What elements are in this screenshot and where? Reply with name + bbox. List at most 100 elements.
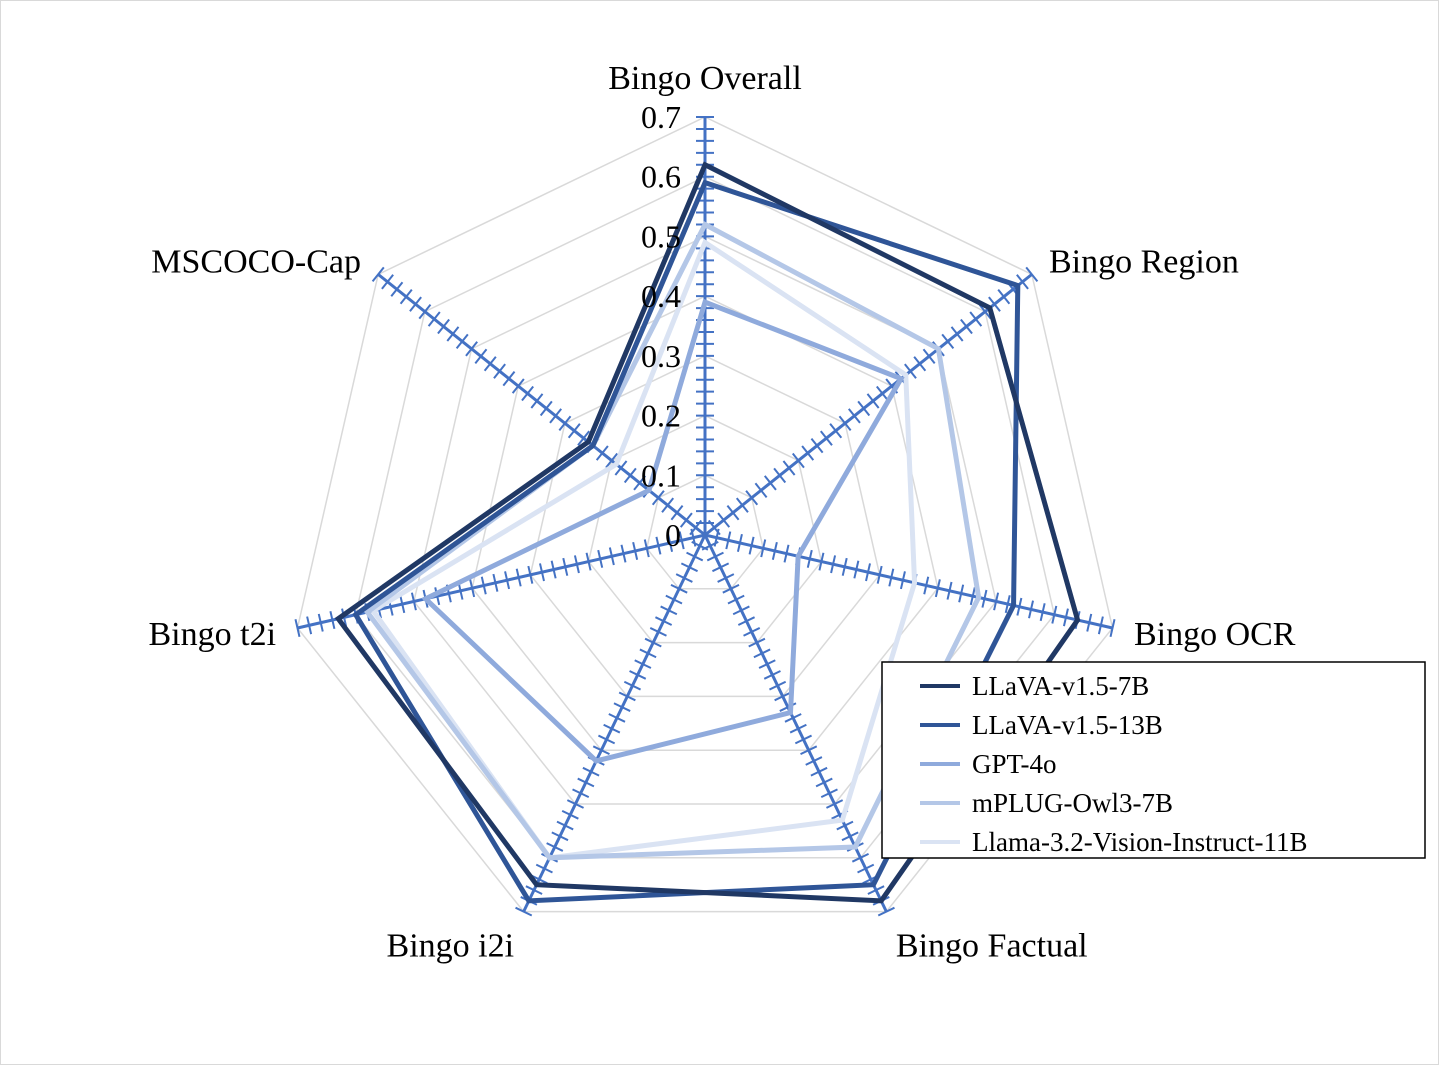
axis-tick [409, 296, 422, 312]
axis-tick [726, 505, 740, 521]
axis-tick [418, 303, 432, 320]
axis-tick [754, 482, 768, 498]
category-label-0: Bingo Overall [608, 60, 802, 97]
axis-tick [567, 423, 581, 439]
axis-4 [515, 534, 709, 917]
axis-tick [727, 594, 745, 605]
axis-tick [661, 497, 675, 513]
axis-tick [784, 713, 802, 723]
axis-tick [857, 400, 871, 417]
gridline-0.6 [354, 175, 1056, 859]
axis-tick [437, 318, 450, 335]
series-layer [334, 161, 1081, 904]
axis-tick [493, 363, 506, 379]
axis-tick [605, 452, 619, 469]
legend-item: Llama-3.2-Vision-Instruct-11B [920, 827, 1308, 857]
tick-label-0.3: 0.3 [641, 338, 681, 374]
series-LLaVA-v1.5-7B [334, 161, 1081, 904]
axis-tick [922, 348, 936, 364]
axis-tick [480, 576, 487, 595]
axis-tick [614, 460, 628, 476]
axis-tick [717, 573, 735, 583]
axis-tick [818, 552, 825, 571]
axis-tick [551, 831, 569, 842]
axis-tick [620, 544, 627, 563]
axis-tick [841, 557, 848, 576]
axis-tick [826, 799, 844, 809]
axis-layer [294, 116, 1116, 917]
axis-tick [618, 691, 636, 702]
axis-tick [399, 289, 413, 305]
axis-tick [655, 536, 662, 555]
axis-tick [670, 583, 688, 594]
axis-tick [774, 691, 792, 702]
axis-tick [539, 400, 553, 417]
axis-tick [1028, 600, 1034, 619]
axis-tick [941, 333, 955, 350]
axis-2 [704, 528, 1116, 638]
axis-tick [763, 670, 781, 680]
legend-box [881, 661, 1426, 859]
axis-tick [632, 541, 639, 560]
axis-tick [678, 531, 685, 550]
axis-tick [667, 533, 674, 552]
axis-tick [904, 363, 917, 379]
axis-tick [866, 393, 880, 409]
axis-tick [958, 584, 965, 603]
axis-tick [1062, 608, 1069, 627]
axis-tick [381, 274, 394, 290]
axis-tick [981, 589, 988, 608]
axis-tick [815, 777, 833, 788]
axis-tick [675, 573, 693, 583]
legend: LLaVA-v1.5-7B LLaVA-v1.5-13B GPT-4o mPLUG-O… [881, 661, 1426, 859]
category-label-6: MSCOCO-Cap [151, 244, 361, 281]
axis-tick [969, 311, 983, 327]
axis-tick [1025, 266, 1039, 283]
axis-tick [585, 552, 592, 571]
legend-item: LLaVA-v1.5-7B [920, 671, 1149, 701]
axis-tick [558, 415, 572, 431]
axis-tick [446, 326, 460, 342]
legend-item: mPLUG-Owl3-7B [920, 788, 1173, 818]
axis-tick [655, 616, 673, 626]
axis-tick [743, 627, 761, 637]
axis-tick [745, 490, 759, 506]
axis-tick [876, 385, 889, 402]
axis-tick [876, 565, 883, 584]
legend-label: Llama-3.2-Vision-Instruct-11B [972, 827, 1308, 857]
axis-tick [427, 311, 441, 327]
axis-tick [644, 637, 662, 648]
axis-tick [950, 326, 964, 342]
axis-tick [511, 378, 525, 394]
axis-tick [623, 467, 637, 484]
tick-label-0.6: 0.6 [641, 159, 681, 195]
axis-tick [853, 560, 860, 579]
axis-tick [592, 745, 610, 756]
axis-tick [566, 799, 584, 809]
axis-tick [805, 756, 823, 766]
gridline-0.3 [529, 355, 881, 698]
axis-tick [670, 505, 684, 521]
axis-tick [603, 723, 621, 734]
tick-label-0.5: 0.5 [641, 218, 681, 254]
axis-tick [857, 863, 875, 874]
axis-tick [550, 560, 557, 579]
axis-tick [597, 549, 604, 568]
axis-tick [712, 562, 730, 573]
axis-tick [623, 680, 641, 691]
axis-tick [993, 592, 1000, 611]
axis-tick [978, 303, 992, 320]
axis-tick [748, 536, 755, 555]
axis-tick [317, 613, 324, 632]
gridline-0.4 [471, 295, 939, 751]
axis-tick [717, 512, 731, 528]
axis-tick [782, 460, 796, 476]
axis-tick [923, 576, 930, 595]
axis-tick [848, 408, 861, 424]
axis-tick [613, 702, 631, 712]
axis-tick [830, 555, 837, 574]
axis-tick [1016, 597, 1023, 616]
axis-tick [877, 906, 895, 917]
axis-tick [515, 568, 522, 587]
axis-tick [577, 430, 591, 446]
